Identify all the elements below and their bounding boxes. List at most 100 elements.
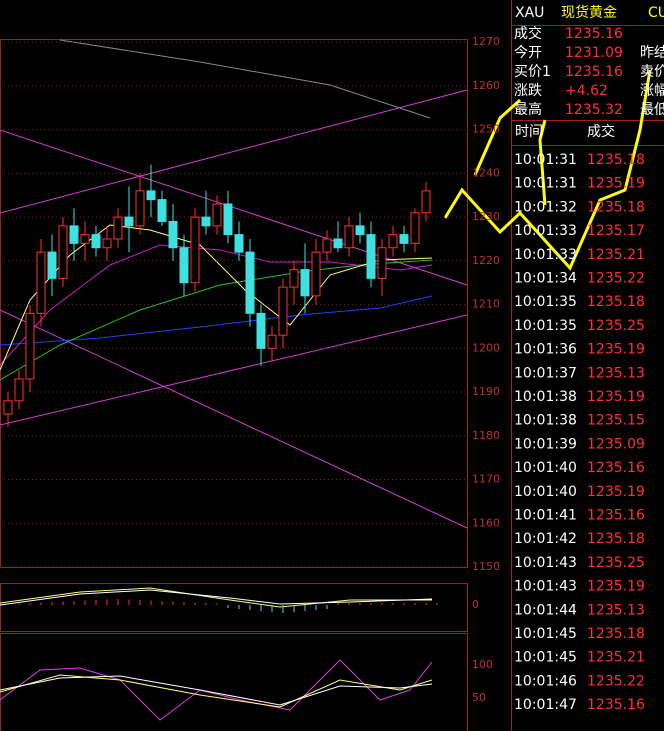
trade-time: 10:01:35 xyxy=(514,318,577,334)
y-tick-label: 1220 xyxy=(472,254,500,267)
quote-label: 卖价 xyxy=(640,64,664,80)
y-tick-label: 1210 xyxy=(472,298,500,311)
candle-body xyxy=(344,225,354,249)
quote-label: 昨结 xyxy=(640,45,664,61)
candle-body xyxy=(278,286,288,336)
trade-price: 1235.18 xyxy=(587,294,645,310)
kdj-tick-label: 100 xyxy=(472,658,493,671)
trade-time: 10:01:45 xyxy=(514,650,577,666)
quote-value: 1231.09 xyxy=(565,45,623,61)
candle-body xyxy=(421,190,431,214)
quote-label: 买价1 xyxy=(514,64,551,80)
candle-body xyxy=(124,216,134,227)
trade-time: 10:01:31 xyxy=(514,152,577,168)
macd-tick-label: 0 xyxy=(472,598,479,611)
trade-price: 1235.09 xyxy=(587,436,645,452)
trade-price: 1235.13 xyxy=(587,602,645,618)
trade-time: 10:01:35 xyxy=(514,294,577,310)
trade-price: 1235.18 xyxy=(587,152,645,168)
trade-time: 10:01:38 xyxy=(514,413,577,429)
y-tick-label: 1170 xyxy=(472,473,500,486)
trade-time: 10:01:45 xyxy=(514,626,577,642)
quote-label: 最高 xyxy=(514,101,542,118)
candle-body xyxy=(410,212,420,244)
trade-time: 10:01:46 xyxy=(514,673,577,689)
candle-body xyxy=(256,312,266,349)
candle-body xyxy=(190,216,200,284)
quote-label: 最低 xyxy=(640,102,664,118)
trade-time: 10:01:37 xyxy=(514,365,577,381)
trade-time: 10:01:39 xyxy=(514,436,577,452)
y-tick-label: 1240 xyxy=(472,166,500,179)
y-tick-label: 1260 xyxy=(472,79,500,92)
trade-price: 1235.18 xyxy=(587,199,645,215)
trade-price: 1235.13 xyxy=(587,365,645,381)
candle-body xyxy=(234,234,244,253)
trade-price: 1235.19 xyxy=(587,484,645,500)
candle-body xyxy=(157,199,167,222)
trade-price: 1235.21 xyxy=(587,650,645,666)
trade-price: 1235.15 xyxy=(587,413,645,429)
quote-value: 1235.16 xyxy=(565,64,623,80)
price-layer: 1270 1260 1250 1240 1230 1220 1210 1200 1190 1180… xyxy=(0,35,500,704)
candle-body xyxy=(366,234,376,279)
candle-body xyxy=(25,312,35,380)
trades-header: 时间 xyxy=(515,124,543,140)
y-tick-label: 1250 xyxy=(472,123,500,136)
candle-body xyxy=(388,234,398,249)
y-tick-label: 1190 xyxy=(472,385,500,398)
trade-time: 10:01:33 xyxy=(514,247,577,263)
price-panel xyxy=(0,39,468,568)
candle-body xyxy=(201,216,211,227)
trade-price: 1235.16 xyxy=(587,460,645,476)
symbol: XAU xyxy=(515,5,544,21)
trade-time: 10:01:40 xyxy=(514,484,577,500)
candle-body xyxy=(322,238,332,253)
candle-body xyxy=(355,225,365,236)
trade-price: 1235.25 xyxy=(587,555,645,571)
candle-body xyxy=(333,238,343,249)
kdj-tick-label: 50 xyxy=(472,691,486,704)
trade-price: 1235.19 xyxy=(587,579,645,595)
kdj-lines xyxy=(0,659,433,721)
candle-body xyxy=(245,251,255,314)
quote-label: 成交 xyxy=(514,25,542,42)
macd-lines xyxy=(0,587,433,608)
trades-header: 成交 xyxy=(587,123,615,140)
candle-body xyxy=(69,225,79,244)
arrows xyxy=(443,69,652,271)
trade-time: 10:01:31 xyxy=(514,176,577,192)
y-tick-label: 1270 xyxy=(472,35,500,48)
candle-body xyxy=(399,234,409,244)
y-tick-label: 1180 xyxy=(472,429,500,442)
quote-value: 1235.16 xyxy=(565,26,623,42)
candle-body xyxy=(3,400,13,415)
trade-price: 1235.17 xyxy=(587,223,645,239)
trade-time: 10:01:47 xyxy=(514,697,577,713)
y-tick-label: 1160 xyxy=(472,516,500,529)
trade-price: 1235.22 xyxy=(587,271,645,287)
trade-price: 1235.25 xyxy=(587,318,645,334)
trade-time: 10:01:43 xyxy=(514,579,577,595)
candle-body xyxy=(135,190,145,227)
trade-time: 10:01:43 xyxy=(514,555,577,571)
trade-price: 1235.18 xyxy=(587,626,645,642)
candle-body xyxy=(179,247,189,284)
trade-price: 1235.21 xyxy=(587,247,645,263)
trade-price: 1235.19 xyxy=(587,176,645,192)
name: 现货黄金 xyxy=(561,4,617,21)
candle-body xyxy=(113,216,123,240)
y-tick-label: 1150 xyxy=(472,560,500,573)
candle-body xyxy=(58,225,68,279)
candle-body xyxy=(102,238,112,249)
candle-body xyxy=(311,251,321,297)
trade-price: 1235.16 xyxy=(587,508,645,524)
candle-body xyxy=(91,234,101,249)
trade-price: 1235.19 xyxy=(587,342,645,358)
candle-body xyxy=(223,203,233,236)
trade-time: 10:01:36 xyxy=(514,342,577,358)
candle-body xyxy=(14,378,24,402)
